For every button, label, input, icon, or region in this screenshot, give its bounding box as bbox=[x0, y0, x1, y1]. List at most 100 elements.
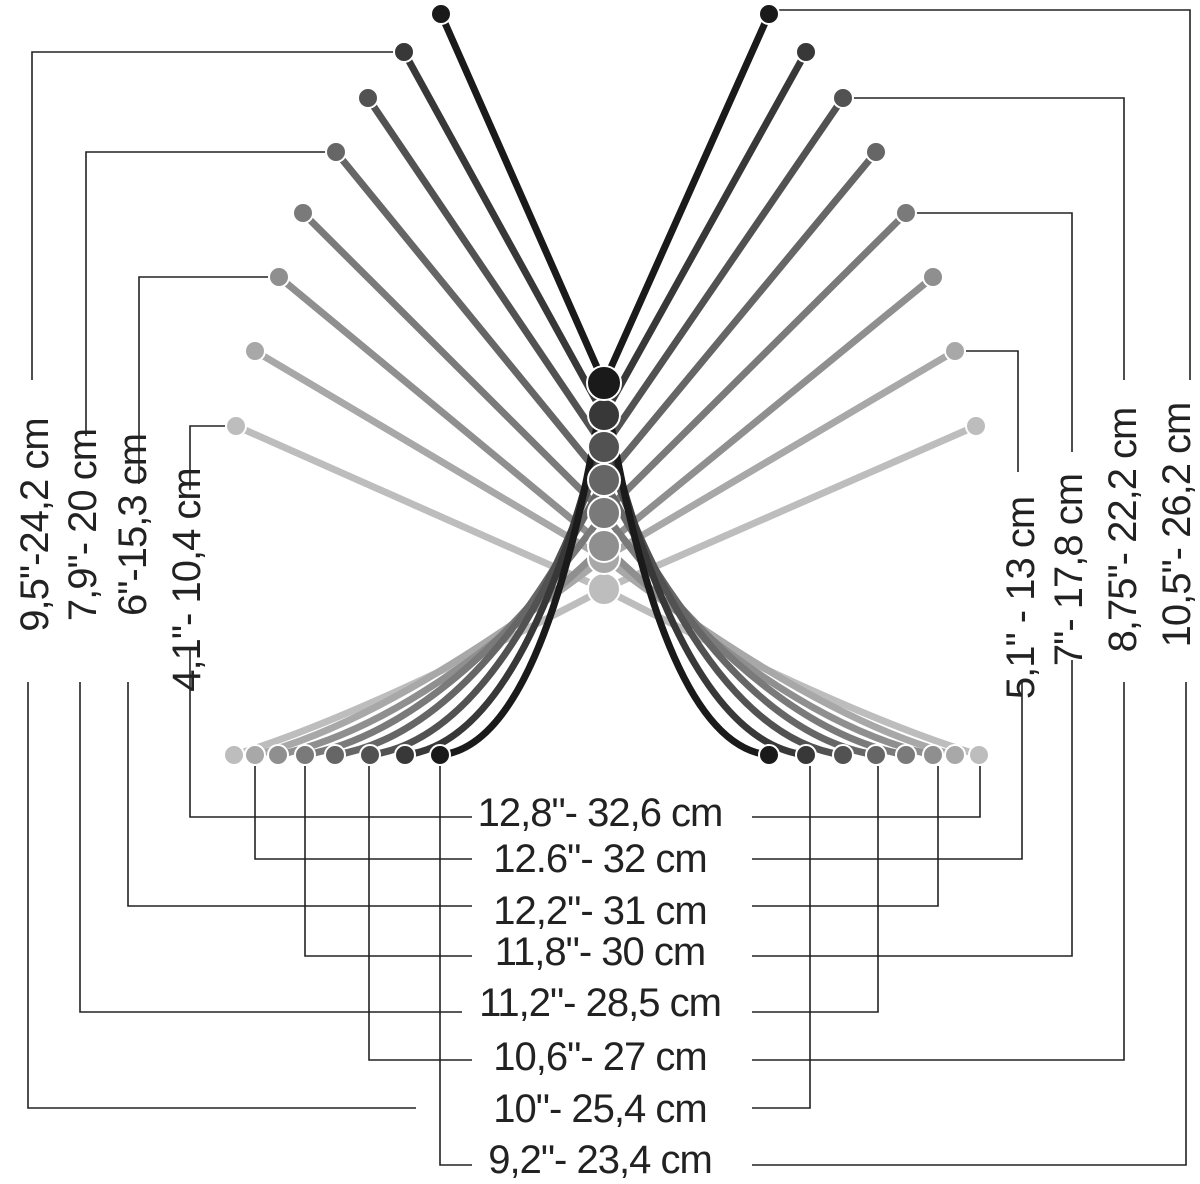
ball-bottom-left-8 bbox=[223, 744, 245, 766]
leader-line-13 bbox=[27, 682, 416, 1109]
ball-bottom-left-7 bbox=[244, 744, 266, 766]
rod-lower-right-1 bbox=[600, 379, 773, 759]
leader-line-1 bbox=[189, 766, 472, 818]
rod-upper-right-5 bbox=[600, 209, 910, 517]
ball-top-right-6 bbox=[922, 266, 944, 288]
ball-bottom-left-1 bbox=[429, 744, 451, 766]
height-label-right-1: 5,1" - 13 cm bbox=[999, 497, 1043, 699]
leader-line-17 bbox=[31, 51, 394, 380]
width-label-7: 10"- 25,4 cm bbox=[493, 1087, 706, 1131]
ball-top-right-3 bbox=[832, 87, 854, 109]
ball-bottom-right-1 bbox=[758, 744, 780, 766]
rod-upper-right-8 bbox=[600, 422, 980, 593]
ball-top-left-8 bbox=[225, 415, 247, 437]
ball-top-left-1 bbox=[430, 3, 452, 25]
pivot-ball-8 bbox=[587, 572, 621, 606]
rod-lower-right-4 bbox=[600, 476, 880, 759]
pivot-ball-3 bbox=[587, 430, 621, 464]
width-label-5: 11,2"- 28,5 cm bbox=[479, 981, 721, 1025]
ball-top-right-2 bbox=[795, 41, 817, 63]
leader-line-23 bbox=[853, 97, 1125, 380]
pivot-ball-6 bbox=[587, 529, 621, 563]
pivot-ball-4 bbox=[587, 463, 621, 497]
ball-bottom-right-7 bbox=[944, 744, 966, 766]
ball-bottom-left-2 bbox=[394, 744, 416, 766]
height-label-right-4: 10,5"- 26,2 cm bbox=[1155, 403, 1199, 648]
rod-lower-left-8 bbox=[230, 585, 608, 759]
leader-line-11 bbox=[368, 766, 472, 1061]
leader-line-8 bbox=[752, 660, 1073, 957]
ball-bottom-right-4 bbox=[865, 744, 887, 766]
pivot-ball-1 bbox=[586, 365, 622, 401]
leader-line-24 bbox=[779, 9, 1191, 380]
leader-line-19 bbox=[138, 276, 270, 484]
leader-line-6 bbox=[752, 766, 939, 907]
rod-upper-right-1 bbox=[600, 10, 773, 387]
ball-top-right-8 bbox=[965, 415, 987, 437]
pivot-ball-5 bbox=[587, 496, 621, 530]
rod-upper-left-7 bbox=[251, 347, 608, 562]
ball-top-right-5 bbox=[895, 202, 917, 224]
height-label-left-1: 9,5"-24,2 cm bbox=[13, 418, 57, 631]
rod-upper-right-4 bbox=[600, 148, 880, 484]
height-label-left-4: 4,1"- 10,4 cm bbox=[165, 468, 209, 692]
height-label-left-3: 6"-15,3 cm bbox=[111, 434, 155, 616]
ball-bottom-right-3 bbox=[832, 744, 854, 766]
rod-upper-right-7 bbox=[600, 347, 959, 562]
leader-line-5 bbox=[127, 682, 472, 907]
leader-line-16 bbox=[752, 682, 1187, 1166]
rods-group bbox=[223, 3, 990, 766]
ball-top-left-6 bbox=[268, 266, 290, 288]
rod-upper-left-2 bbox=[400, 48, 608, 419]
leader-line-7 bbox=[304, 766, 472, 957]
ball-bottom-right-6 bbox=[922, 744, 944, 766]
ball-top-right-7 bbox=[944, 340, 966, 362]
rod-lower-right-8 bbox=[600, 585, 983, 759]
ball-bottom-left-3 bbox=[359, 744, 381, 766]
width-label-4: 11,8"- 30 cm bbox=[495, 930, 705, 974]
ball-top-right-4 bbox=[865, 141, 887, 163]
leader-line-10 bbox=[752, 766, 879, 1013]
rod-upper-right-6 bbox=[600, 273, 937, 550]
ball-bottom-left-4 bbox=[324, 744, 346, 766]
ball-bottom-right-8 bbox=[968, 744, 990, 766]
ball-top-left-4 bbox=[325, 141, 347, 163]
leader-lines-group bbox=[27, 9, 1191, 1166]
ball-bottom-right-5 bbox=[895, 744, 917, 766]
ball-top-right-1 bbox=[758, 3, 780, 25]
leader-line-3 bbox=[254, 766, 472, 860]
leader-line-9 bbox=[79, 682, 462, 1013]
ball-bottom-left-6 bbox=[267, 744, 289, 766]
width-label-8: 9,2"- 23,4 cm bbox=[488, 1138, 712, 1182]
rod-upper-left-8 bbox=[232, 422, 608, 593]
leader-line-18 bbox=[85, 151, 327, 436]
ball-top-left-2 bbox=[393, 41, 415, 63]
rod-upper-right-3 bbox=[600, 94, 847, 451]
width-label-3: 12,2"- 31 cm bbox=[493, 889, 706, 933]
leader-line-2 bbox=[752, 766, 981, 818]
leader-line-21 bbox=[966, 350, 1019, 472]
rod-lower-left-1 bbox=[436, 379, 608, 759]
rod-upper-left-5 bbox=[299, 209, 608, 517]
width-label-6: 10,6"- 27 cm bbox=[493, 1035, 706, 1079]
leader-line-22 bbox=[916, 212, 1073, 452]
rod-upper-right-2 bbox=[600, 48, 810, 419]
ball-bottom-left-5 bbox=[294, 744, 316, 766]
height-label-left-2: 7,9"- 20 cm bbox=[61, 429, 105, 621]
leader-line-12 bbox=[752, 682, 1125, 1061]
ball-top-left-3 bbox=[357, 87, 379, 109]
ball-top-left-7 bbox=[244, 340, 266, 362]
pivot-ball-2 bbox=[587, 398, 621, 432]
leader-line-15 bbox=[439, 766, 472, 1166]
rod-upper-left-6 bbox=[275, 273, 608, 550]
leader-line-4 bbox=[752, 682, 1023, 860]
width-label-2: 12.6"- 32 cm bbox=[493, 837, 706, 881]
height-label-right-2: 7"- 17,8 cm bbox=[1047, 474, 1091, 666]
rod-upper-left-4 bbox=[332, 148, 608, 484]
ball-bottom-right-2 bbox=[795, 744, 817, 766]
ball-top-left-5 bbox=[292, 202, 314, 224]
dimension-labels-group: 12,8"- 32,6 cm 12.6"- 32 cm 12,2"- 31 cm… bbox=[13, 403, 1199, 1182]
width-label-1: 12,8"- 32,6 cm bbox=[478, 791, 723, 835]
rod-lower-left-4 bbox=[331, 476, 608, 759]
